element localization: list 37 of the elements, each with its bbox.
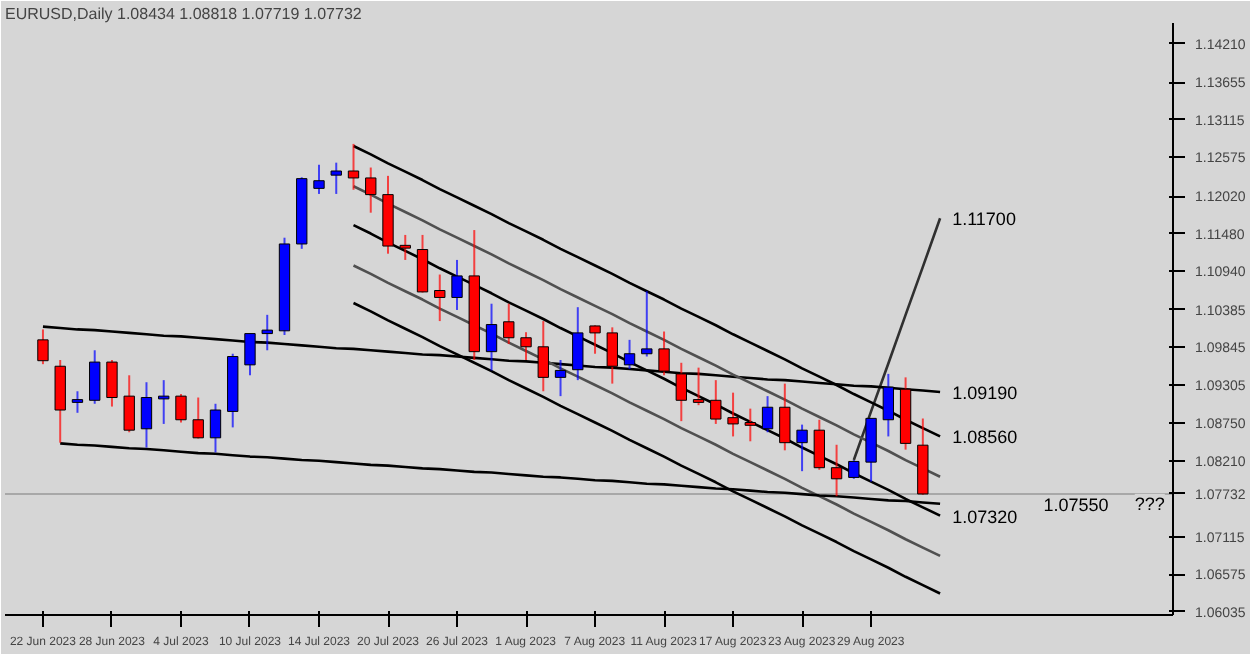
candlestick xyxy=(330,161,342,195)
candlestick xyxy=(727,391,739,438)
candlestick xyxy=(761,395,774,434)
series-label: 1.07320 xyxy=(952,506,1018,527)
candlestick xyxy=(589,324,601,355)
candlestick xyxy=(744,407,756,443)
candlestick xyxy=(158,379,170,425)
candlestick xyxy=(123,374,135,434)
candlestick xyxy=(520,331,532,361)
series-label: 1.08560 xyxy=(952,427,1018,448)
candlestick xyxy=(451,258,463,311)
candlestick xyxy=(244,332,256,377)
candlestick xyxy=(71,390,84,414)
line-series xyxy=(852,216,942,462)
line-series xyxy=(352,264,942,558)
candlestick xyxy=(865,417,877,483)
candlestick xyxy=(89,349,101,405)
candlestick xyxy=(796,423,808,473)
candlestick xyxy=(313,163,325,195)
text: 1.07550 xyxy=(1043,494,1109,515)
candlestick xyxy=(658,330,670,377)
candlestick xyxy=(641,290,653,358)
series-label: 1.11700 xyxy=(952,209,1016,230)
candlestick xyxy=(848,459,860,480)
candlestick xyxy=(365,166,377,214)
candlestick xyxy=(813,418,825,471)
candlestick xyxy=(192,396,204,440)
candlestick xyxy=(434,273,446,323)
candlestick xyxy=(623,338,636,371)
candlestick xyxy=(503,302,515,346)
chart-title: EURUSD,Daily 1.08434 1.08818 1.07719 1.07732 xyxy=(5,5,363,23)
candlestick xyxy=(416,233,429,294)
annotation: ??? xyxy=(1134,493,1165,514)
candlestick xyxy=(399,233,411,261)
candlestick xyxy=(175,393,187,424)
series-label: 1.09190 xyxy=(952,382,1018,403)
candlestick xyxy=(106,359,118,408)
